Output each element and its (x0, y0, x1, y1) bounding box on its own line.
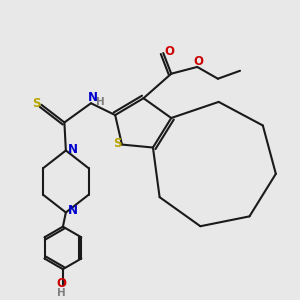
Text: O: O (56, 278, 66, 290)
Text: S: S (113, 136, 122, 150)
Text: H: H (57, 288, 66, 298)
Text: O: O (193, 55, 203, 68)
Text: H: H (96, 97, 105, 107)
Text: S: S (32, 97, 40, 110)
Text: O: O (165, 45, 175, 58)
Text: N: N (68, 205, 78, 218)
Text: N: N (87, 92, 98, 104)
Text: N: N (68, 142, 78, 155)
